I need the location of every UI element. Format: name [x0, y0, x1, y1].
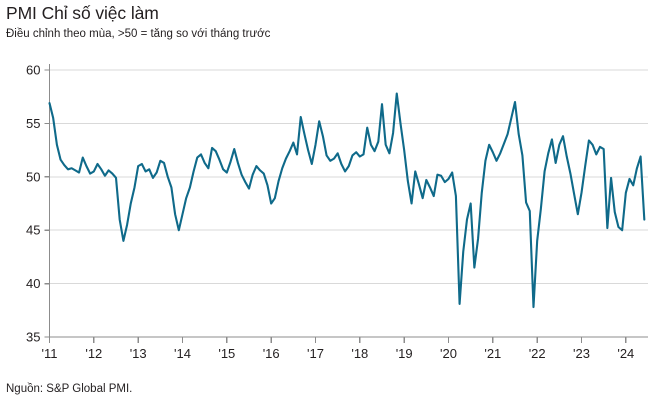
x-tick-label: '23: [573, 346, 590, 361]
x-tick-label: '15: [218, 346, 235, 361]
y-tick-label: 45: [26, 223, 40, 238]
x-tick-label: '24: [617, 346, 634, 361]
y-tick-label: 35: [26, 330, 40, 345]
x-tick-label: '20: [440, 346, 457, 361]
gridlines: [49, 69, 648, 285]
x-tick-label: '12: [85, 346, 102, 361]
x-tick-label: '13: [130, 346, 147, 361]
y-tick-label: 40: [26, 276, 40, 291]
page-title: PMI Chỉ số việc làm: [6, 3, 159, 23]
pmi-series-line: [48, 92, 646, 309]
chart-subtitle: Điều chỉnh theo mùa, >50 = tăng so với t…: [6, 28, 271, 40]
x-tick-label: '14: [174, 346, 191, 361]
x-tick-label: '22: [529, 346, 546, 361]
x-tick-label: '21: [484, 346, 501, 361]
x-tick-label: '18: [351, 346, 368, 361]
y-tick-label: 55: [26, 116, 40, 131]
x-tick-label: '19: [396, 346, 413, 361]
y-axis-ticks: [44, 69, 50, 338]
y-axis-labels: 35 40 45 50 55 60: [26, 63, 40, 345]
source-note: Nguồn: S&P Global PMI.: [6, 383, 133, 395]
x-tick-label: '17: [307, 346, 324, 361]
x-tick-label: '16: [263, 346, 280, 361]
x-axis-ticks: [48, 337, 627, 343]
x-tick-label: '11: [42, 346, 58, 361]
y-tick-label: 50: [26, 169, 40, 184]
y-tick-label: 60: [26, 63, 40, 78]
x-axis-labels: '11 '12 '13 '14 '15 '16 '17 '18 '19 '20 '21 '22 '23 '…: [42, 346, 635, 361]
